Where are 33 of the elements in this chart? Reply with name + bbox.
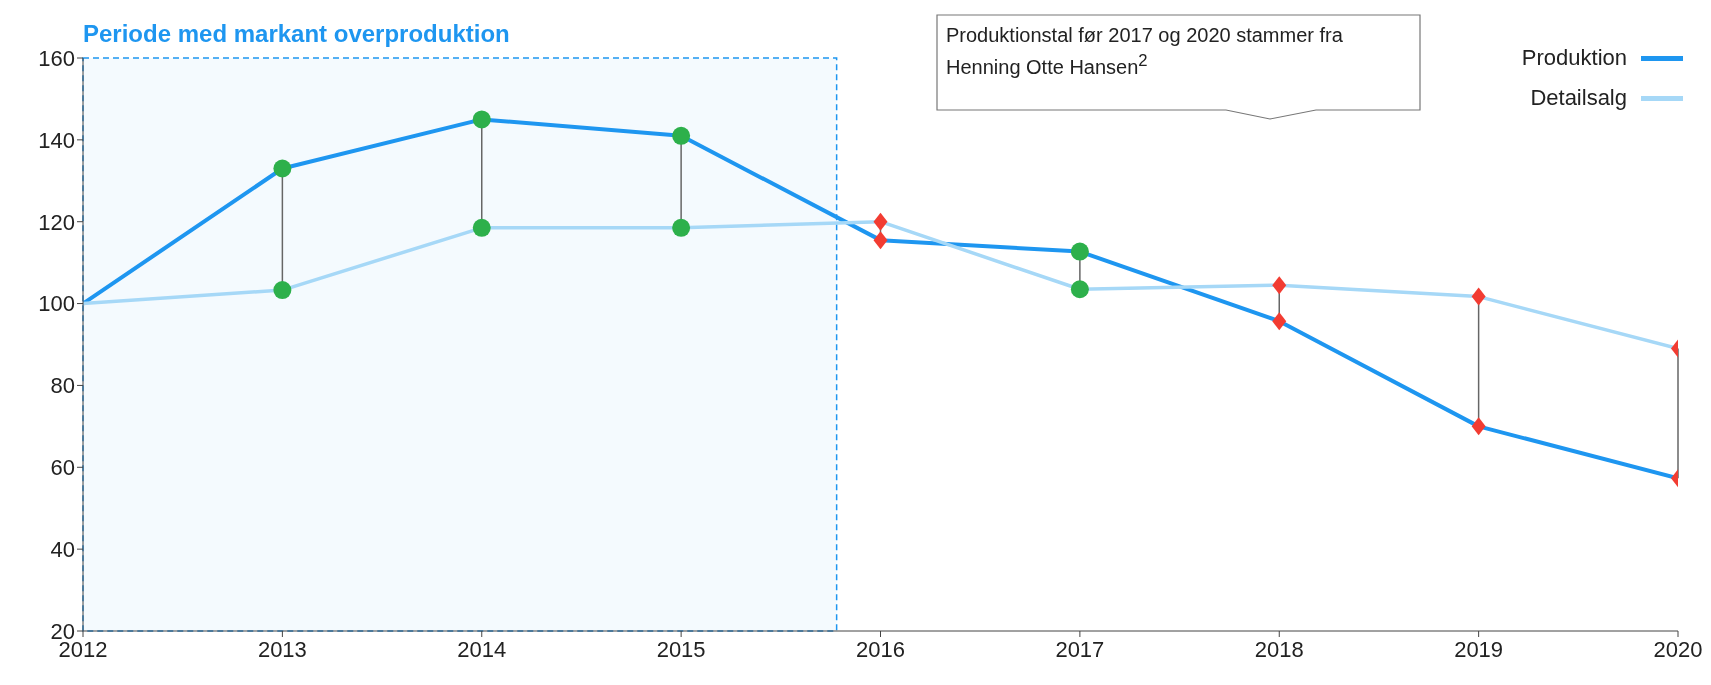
y-tick-label: 40 (50, 536, 75, 562)
x-tick-label: 2015 (656, 636, 706, 662)
point (273, 281, 292, 300)
point (873, 231, 888, 250)
y-tick-label: 140 (38, 127, 75, 153)
point (672, 218, 691, 237)
legend-label: Produktion (1521, 45, 1627, 71)
legend-label: Detailsalg (1530, 85, 1627, 111)
band-label: Periode med markant overproduktion (83, 20, 510, 47)
annotation: Produktionstal før 2017 og 2020 stammer fra Henning Otte Hansen$^{2}$ (945, 23, 1344, 80)
point (1272, 276, 1287, 295)
point (1070, 280, 1089, 299)
point (873, 212, 888, 231)
point (1070, 242, 1089, 261)
x-tick-label: 2018 (1254, 636, 1304, 662)
point (273, 159, 292, 178)
y-tick-label: 100 (38, 291, 75, 317)
point (1471, 417, 1486, 436)
x-tick-label: 2019 (1454, 636, 1504, 662)
x-tick-label: 2013 (257, 636, 307, 662)
y-tick-label: 120 (38, 209, 75, 235)
point (672, 126, 691, 145)
x-tick-label: 2020 (1653, 636, 1703, 662)
x-tick-label: 2016 (856, 636, 905, 662)
point (1272, 312, 1287, 331)
y-tick-label: 80 (50, 373, 75, 399)
point (1471, 287, 1486, 306)
point (472, 110, 491, 129)
x-tick-label: 2017 (1055, 636, 1105, 662)
y-tick-label: 160 (38, 45, 75, 71)
x-tick-label: 2014 (457, 636, 507, 662)
point (472, 218, 491, 237)
y-tick-label: 60 (50, 455, 75, 481)
